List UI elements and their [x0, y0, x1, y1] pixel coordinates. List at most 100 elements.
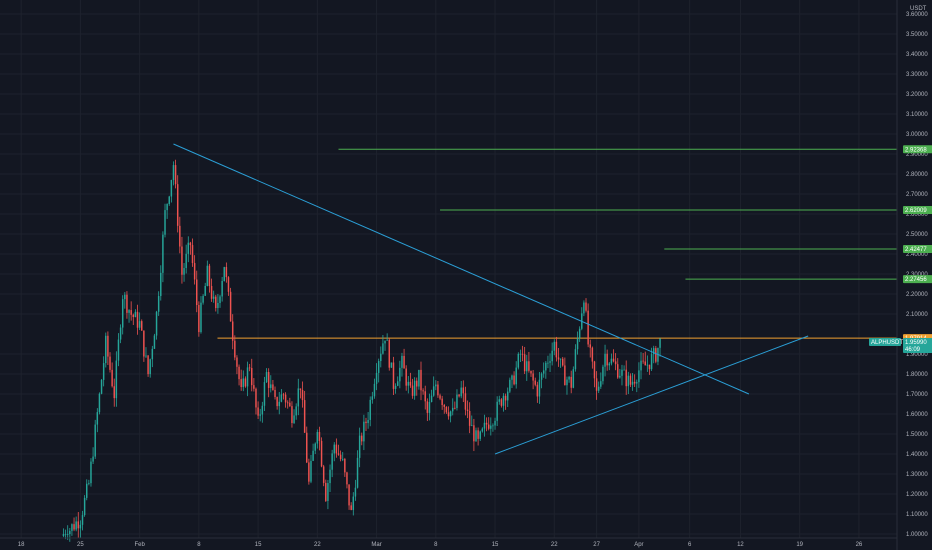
- price-tag-timer: 46:09: [905, 347, 921, 353]
- candle-body: [629, 375, 632, 385]
- price-tag: [903, 275, 932, 284]
- x-tick-label: 26: [856, 542, 863, 548]
- candle-body: [449, 411, 452, 417]
- candle-body: [606, 353, 608, 366]
- candle-body: [212, 296, 215, 299]
- candle-body: [147, 355, 149, 375]
- candle-body: [487, 424, 490, 429]
- candle-body: [198, 305, 200, 333]
- candle-body: [407, 381, 410, 386]
- candle-body: [92, 456, 94, 462]
- candle-body: [373, 383, 376, 397]
- candle-body: [185, 253, 187, 269]
- candle-body: [312, 450, 314, 461]
- candle-body: [339, 454, 342, 460]
- candle-body: [625, 369, 627, 387]
- y-tick-label: 1.30000: [906, 472, 928, 478]
- candle-body: [456, 394, 458, 408]
- candle-body: [435, 384, 437, 387]
- candle-body: [234, 340, 236, 358]
- candle-body: [126, 294, 128, 313]
- candle-body: [437, 384, 439, 396]
- candle-body: [327, 483, 329, 501]
- candle-body: [225, 267, 228, 278]
- candle-body: [443, 404, 446, 407]
- candle-body: [568, 376, 570, 380]
- candle-body: [66, 534, 69, 535]
- candle-body: [297, 388, 300, 407]
- candle-body: [354, 487, 357, 497]
- candle-body: [633, 381, 636, 384]
- candle-body: [176, 184, 179, 226]
- symbol-tag: [869, 338, 901, 347]
- candle-body: [251, 368, 253, 386]
- candle-body: [416, 380, 418, 387]
- candle-body: [221, 280, 223, 297]
- candle-body: [204, 286, 206, 296]
- candle-body: [490, 425, 492, 429]
- candle-body: [136, 311, 139, 328]
- candle-body: [644, 361, 646, 366]
- candle-body: [134, 311, 137, 318]
- candle-body: [253, 385, 255, 389]
- candle-body: [617, 364, 619, 378]
- candle-body: [623, 369, 625, 371]
- x-tick-label: 18: [18, 542, 25, 548]
- candle-body: [608, 363, 611, 366]
- candle-body: [646, 364, 649, 366]
- candle-body: [511, 375, 513, 380]
- candle-body: [145, 355, 147, 357]
- candle-body: [143, 330, 145, 357]
- candle-body: [619, 375, 621, 378]
- candle-body: [105, 335, 107, 364]
- candle-body: [308, 462, 310, 482]
- candle-body: [215, 296, 217, 309]
- candle-body: [460, 387, 462, 397]
- candle-body: [517, 353, 520, 368]
- candle-body: [90, 461, 92, 484]
- candle-body: [100, 379, 103, 394]
- time-axis: 18 25 Feb 8 15 22 Mar 8 15 22 27 Apr 6 12 19 26: [0, 537, 897, 548]
- x-tick-label: 22: [551, 542, 558, 548]
- candle-body: [320, 440, 323, 467]
- candle-body: [276, 397, 278, 407]
- x-tick-label: Feb: [134, 542, 145, 548]
- candle-body: [583, 302, 585, 314]
- candle-body: [506, 391, 509, 401]
- candle-body: [73, 524, 75, 530]
- candle-body: [377, 361, 380, 373]
- candle-body: [479, 431, 481, 439]
- candle-body: [441, 398, 443, 405]
- candle-body: [650, 354, 653, 370]
- y-tick-label: 3.60000: [906, 12, 928, 18]
- candle-body: [591, 347, 594, 362]
- y-tick-label: 1.40000: [906, 452, 928, 458]
- candle-body: [223, 267, 225, 281]
- candle-body: [593, 361, 596, 379]
- candle-body: [299, 388, 302, 390]
- candle-body: [534, 380, 536, 385]
- x-tick-label: 8: [434, 542, 438, 548]
- candle-body: [272, 384, 274, 390]
- candle-body: [430, 395, 433, 402]
- candle-body: [540, 373, 543, 380]
- candle-body: [132, 314, 135, 318]
- y-tick-label: 3.40000: [906, 52, 928, 58]
- y-tick-label: 2.40000: [906, 252, 928, 258]
- candle-body: [263, 382, 266, 406]
- candle-body: [396, 381, 399, 386]
- candle-body: [468, 410, 471, 426]
- candle-body: [447, 412, 450, 417]
- candle-body: [310, 460, 312, 482]
- candle-body: [352, 496, 355, 510]
- candle-body: [333, 444, 335, 454]
- price-tag: [903, 245, 932, 254]
- candle-body: [85, 483, 88, 498]
- candle-body: [306, 432, 308, 463]
- candle-body: [259, 414, 261, 416]
- y-tick-label: 1.10000: [906, 512, 928, 518]
- candle-body: [348, 484, 350, 506]
- candle-body: [428, 401, 431, 413]
- candle-body: [162, 234, 164, 273]
